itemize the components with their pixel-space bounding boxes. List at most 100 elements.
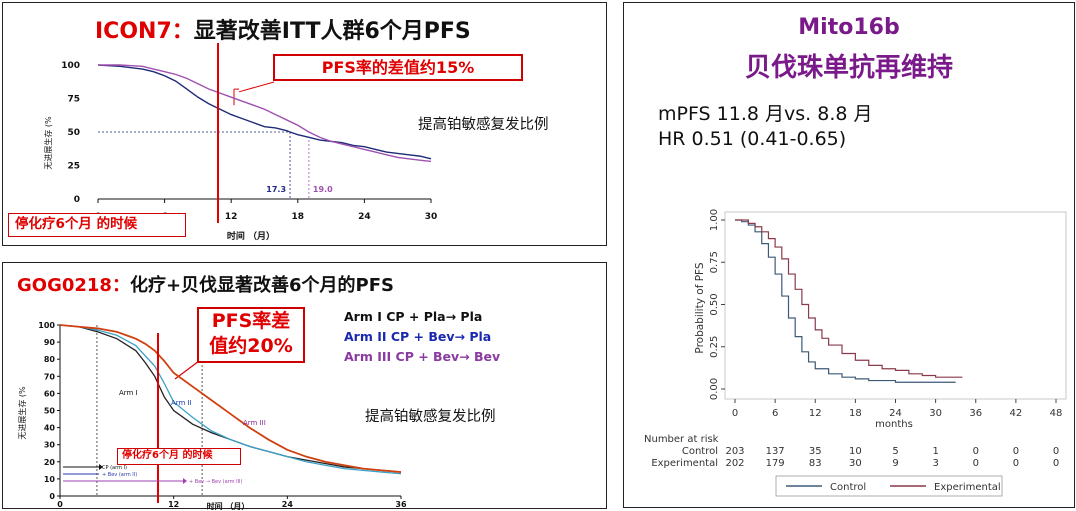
mito-ylabel: Probability of PFS [694, 262, 706, 353]
icon7-xlabel: 时间 （月） [227, 230, 275, 242]
mito-x-tick-label: 0 [732, 408, 738, 419]
mito-risk-value: 30 [849, 458, 862, 469]
gog-arm-label-2: Arm II [171, 399, 192, 407]
gog-y-tick-label: 30 [44, 441, 56, 450]
icon7-x-tick-label: 12 [225, 212, 238, 222]
gog-series-line-2 [59, 324, 402, 475]
gog-legend-arm3: Arm III CP + Bev→ Bev [344, 349, 501, 364]
gog-callout: PFS率差 值约20% [197, 307, 305, 363]
icon7-callout-pointer [238, 81, 275, 93]
icon7-note: 提高铂敏感复发比例 [418, 117, 549, 133]
gog-y-tick-label: 80 [44, 355, 56, 364]
mito-risk-value: 3 [932, 458, 938, 469]
mito-xlabel: months [875, 419, 913, 430]
mito-title-2: 贝伐珠单抗再维持 [744, 53, 953, 83]
mito-risk-value: 203 [725, 446, 744, 457]
icon7-x-tick-label: 24 [358, 212, 371, 222]
gog-bar-label-2: + Bev (arm II) [102, 472, 137, 478]
mito-y-tick-label: 0.00 [709, 378, 720, 400]
icon7-callout: PFS率的差值约15% [273, 54, 523, 81]
gog-y-tick-label: 40 [44, 424, 56, 433]
mito-risk-value: 0 [973, 458, 979, 469]
gog-chart: 0 10 20 30 40 50 60 70 80 90 100 0 12 24 36 无进展生存 (% 时… [17, 321, 407, 510]
icon7-median-label-1: 17.3 [266, 185, 286, 194]
mito-legend-box [775, 475, 1003, 497]
mito-chart: 0.000.250.500.751.000 6 12 18 24 30 36 42 48 Pro… [644, 209, 1067, 497]
mito-x-tick-label: 12 [809, 408, 822, 419]
gog-x-tick-label: 24 [282, 500, 294, 509]
gog-note: 提高铂敏感复发比例 [365, 409, 496, 425]
mito-panel: Mito16b 贝伐珠单抗再维持 mPFS 11.8 月vs. 8.8 月 HR… [623, 2, 1075, 508]
gog-x-tick-label: 12 [168, 500, 179, 509]
gog-series-line-1 [59, 324, 402, 473]
gog-treatment-bars: CP (arm I) + Bev (arm II) + Bev → Bev (a… [63, 464, 243, 485]
mito-stat-mpfs: mPFS 11.8 月vs. 8.8 月 [658, 103, 873, 125]
mito-series-line-2 [735, 219, 963, 378]
mito-risk-value: 0 [1053, 458, 1059, 469]
mito-risk-value: 202 [725, 458, 744, 469]
icon7-ylabel: 无进展生存 (% [43, 116, 53, 170]
icon7-median-label-2: 19.0 [313, 185, 333, 194]
mito-y-tick-label: 0.25 [709, 336, 720, 358]
gog-x-tick-label: 0 [57, 500, 63, 509]
icon7-y-tick-label: 0 [74, 195, 80, 205]
mito-x-tick-label: 6 [772, 408, 778, 419]
gog-bar-label-1: CP (arm I) [102, 465, 127, 471]
mito-risk-value: 9 [892, 458, 898, 469]
mito-risk-value: 179 [766, 458, 785, 469]
icon7-x-tick-label: 18 [292, 212, 305, 222]
mito-risk-value: 137 [766, 446, 785, 457]
mito-risk-value: 1 [932, 446, 938, 457]
mito-risk-value: 35 [809, 446, 822, 457]
gog-arm-label-3: Arm III [243, 419, 266, 427]
icon7-y-tick-label: 25 [67, 162, 80, 172]
icon7-chart: 0612182430025507510017.319.0 无进展生存 (% 时间… [43, 43, 438, 242]
mito-risk-value: 0 [1053, 446, 1059, 457]
icon7-stop-label: 停化疗6个月 的时候 [8, 213, 186, 237]
icon7-series-line-1 [97, 64, 432, 160]
mito-x-tick-label: 48 [1050, 408, 1063, 419]
mito-risk-value: 83 [809, 458, 822, 469]
mito-risk-label: Control [682, 446, 718, 457]
mito-risk-value: 0 [1013, 458, 1019, 469]
gog-y-tick-label: 20 [44, 458, 56, 467]
mito-x-tick-label: 30 [929, 408, 942, 419]
mito-risk-header: Number at risk [644, 434, 719, 445]
gog-bar-label-3: + Bev → Bev (arm III) [189, 479, 243, 485]
gog-ylabel: 无进展生存 (% [17, 386, 27, 440]
icon7-title: ICON7：显著改善ITT人群6个月PFS [95, 19, 471, 44]
gog-legend-arm2: Arm II CP + Bev→ Pla [344, 329, 492, 344]
mito-title-1: Mito16b [798, 15, 900, 40]
mito-legend-experimental: Experimental [934, 482, 1001, 493]
mito-x-tick-label: 36 [969, 408, 982, 419]
gog-arm-label-1: Arm I [119, 389, 138, 397]
gog-title: GOG0218：化疗+贝伐显著改善6个月的PFS [17, 275, 395, 296]
icon7-panel: ICON7：显著改善ITT人群6个月PFS 061218243002550751… [2, 2, 607, 246]
icon7-x-tick-label: 30 [425, 212, 438, 222]
mito-y-tick-label: 1.00 [709, 209, 720, 231]
icon7-y-tick-label: 50 [67, 128, 80, 138]
gog-y-tick-label: 0 [49, 492, 55, 501]
gog-xlabel: 时间 （月） [207, 501, 250, 510]
gog-panel: GOG0218：化疗+贝伐显著改善6个月的PFS 0 10 20 30 40 50 60 70… [2, 262, 607, 510]
mito-risk-value: 0 [1013, 446, 1019, 457]
mito-y-tick-label: 0.50 [709, 293, 720, 315]
gog-y-tick-label: 90 [44, 338, 56, 347]
mito-x-tick-label: 24 [889, 408, 902, 419]
mito-x-tick-label: 18 [849, 408, 862, 419]
mito-y-tick-label: 0.75 [709, 251, 720, 273]
mito-x-tick-label: 42 [1010, 408, 1023, 419]
mito-legend-control: Control [830, 482, 866, 493]
icon7-y-tick-label: 100 [61, 61, 80, 71]
mito-risk-value: 10 [849, 446, 862, 457]
gog-x-tick-label: 36 [395, 500, 407, 509]
gog-y-tick-label: 100 [38, 321, 55, 330]
mito-risk-label: Experimental [651, 458, 718, 469]
mito-stat-hr: HR 0.51 (0.41-0.65) [658, 128, 847, 150]
icon7-series-line-2 [98, 64, 432, 163]
mito-risk-value: 0 [973, 446, 979, 457]
gog-y-tick-label: 50 [44, 407, 56, 416]
gog-legend-arm1: Arm I CP + Pla→ Pla [344, 309, 483, 324]
mito-risk-value: 5 [892, 446, 898, 457]
gog-series-line-3 [59, 324, 402, 473]
